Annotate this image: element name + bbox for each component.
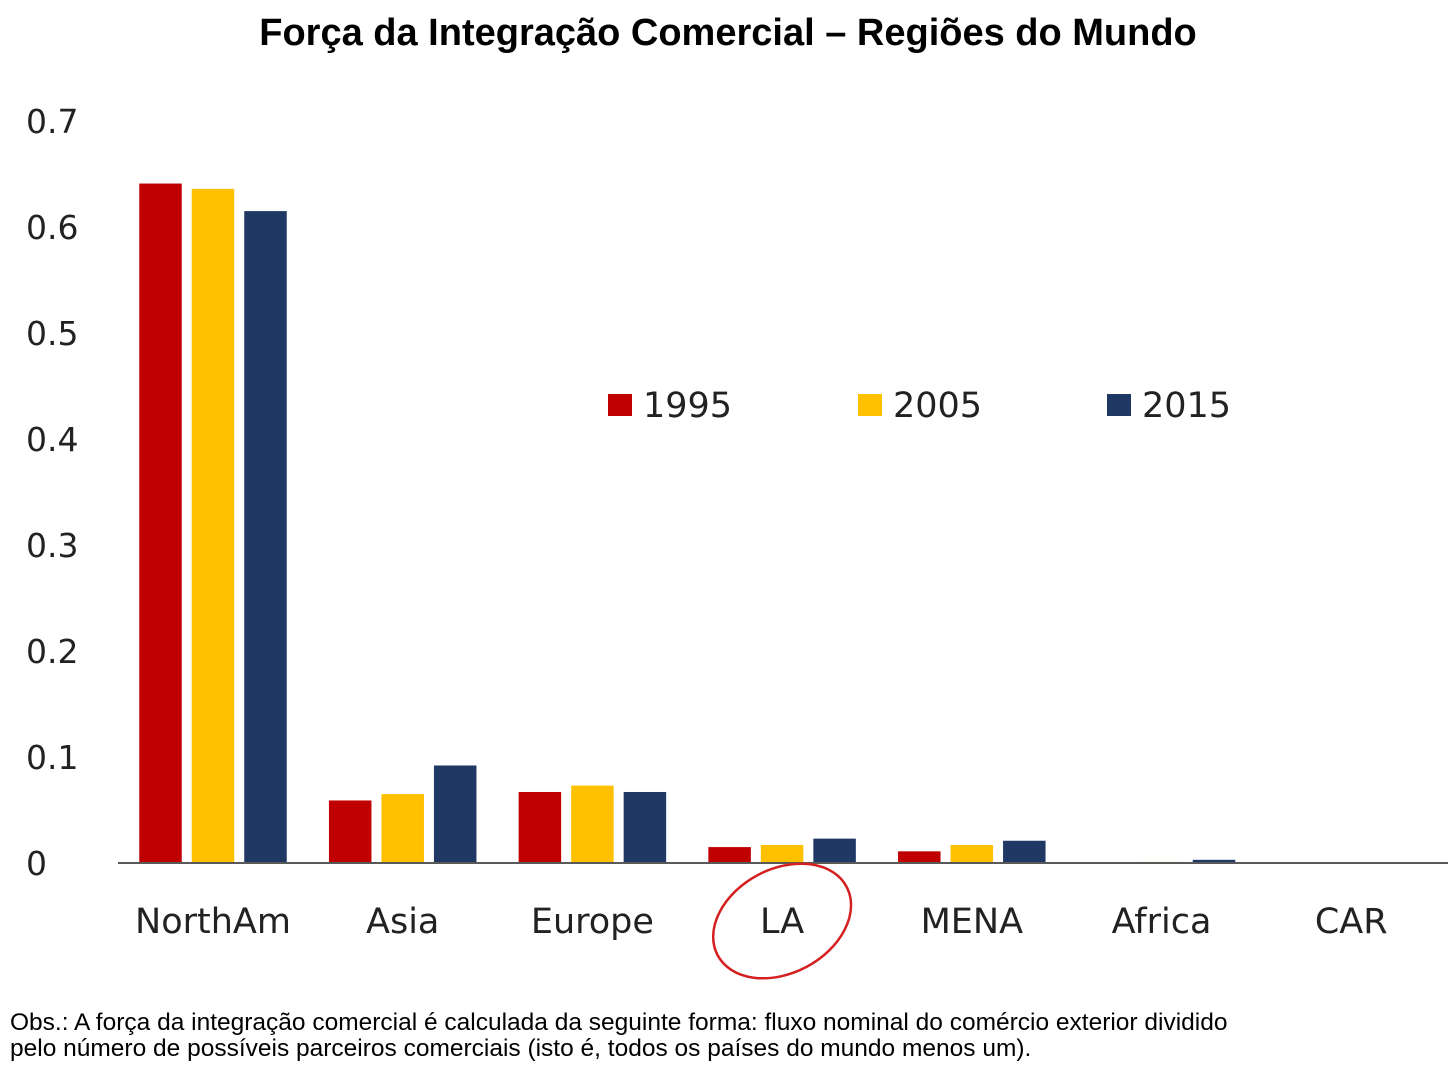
legend: 1995 2005 2015 — [608, 386, 1231, 426]
bar-europe-1995 — [518, 791, 562, 863]
annotations — [711, 862, 853, 980]
legend-swatch — [858, 394, 882, 416]
bar-northam-2015 — [244, 211, 287, 864]
bar-europe-2005 — [571, 785, 614, 863]
note-line-1: Obs.: A força da integração comercial é … — [10, 1009, 1228, 1036]
bar-asia-1995 — [328, 800, 372, 863]
bar-mena-1995 — [898, 851, 941, 863]
legend-item-2015: 2015 — [1107, 386, 1231, 426]
y-tick-label: 0.7 — [26, 102, 78, 141]
x-tick-label: Asia — [366, 902, 439, 942]
bar-la-1995 — [708, 847, 751, 863]
note-line-2: pelo número de possíveis parceiros comer… — [10, 1035, 1032, 1062]
bar-europe-2015 — [623, 791, 667, 863]
bar-mena-2015 — [1003, 840, 1046, 863]
y-axis: 0 0.1 0.2 0.3 0.4 0.5 0.6 0.7 — [26, 102, 78, 883]
bar-chart: 0 0.1 0.2 0.3 0.4 0.5 0.6 0.7 NorthAm Asia Europe… — [26, 102, 1448, 980]
y-tick-label: 0 — [26, 844, 47, 883]
x-tick-label: MENA — [921, 902, 1023, 942]
legend-label: 1995 — [643, 386, 732, 426]
x-tick-label: Europe — [531, 902, 654, 942]
bar-la-2005 — [760, 844, 804, 863]
bar-northam-1995 — [139, 183, 182, 864]
chart-title: Força da Integração Comercial – Regiões … — [259, 12, 1197, 54]
bar-africa-2015 — [1192, 859, 1236, 863]
legend-item-2005: 2005 — [858, 386, 982, 426]
y-tick-label: 0.6 — [26, 208, 78, 247]
y-tick-label: 0.5 — [26, 314, 78, 353]
highlight-ellipse — [711, 862, 853, 980]
x-tick-label: NorthAm — [135, 902, 291, 942]
bar-asia-2015 — [433, 765, 477, 863]
legend-swatch — [1107, 394, 1131, 416]
legend-swatch — [608, 394, 632, 416]
y-tick-label: 0.1 — [26, 738, 78, 777]
bar-asia-2005 — [381, 794, 424, 863]
note: Obs.: A força da integração comercial é … — [10, 1010, 1446, 1062]
x-tick-label: LA — [760, 902, 804, 942]
y-tick-label: 0.3 — [26, 526, 78, 565]
y-tick-label: 0.2 — [26, 632, 78, 671]
legend-label: 2015 — [1142, 386, 1231, 426]
legend-label: 2005 — [893, 386, 982, 426]
x-axis: NorthAm Asia Europe LA MENA Africa CAR — [118, 862, 1448, 942]
x-tick-label: Africa — [1112, 902, 1212, 942]
bar-la-2015 — [813, 838, 856, 863]
bar-northam-2005 — [191, 188, 235, 864]
x-tick-label: CAR — [1315, 902, 1388, 942]
y-tick-label: 0.4 — [26, 420, 78, 459]
bars — [139, 183, 1236, 864]
bar-mena-2005 — [950, 844, 994, 863]
legend-item-1995: 1995 — [608, 386, 732, 426]
